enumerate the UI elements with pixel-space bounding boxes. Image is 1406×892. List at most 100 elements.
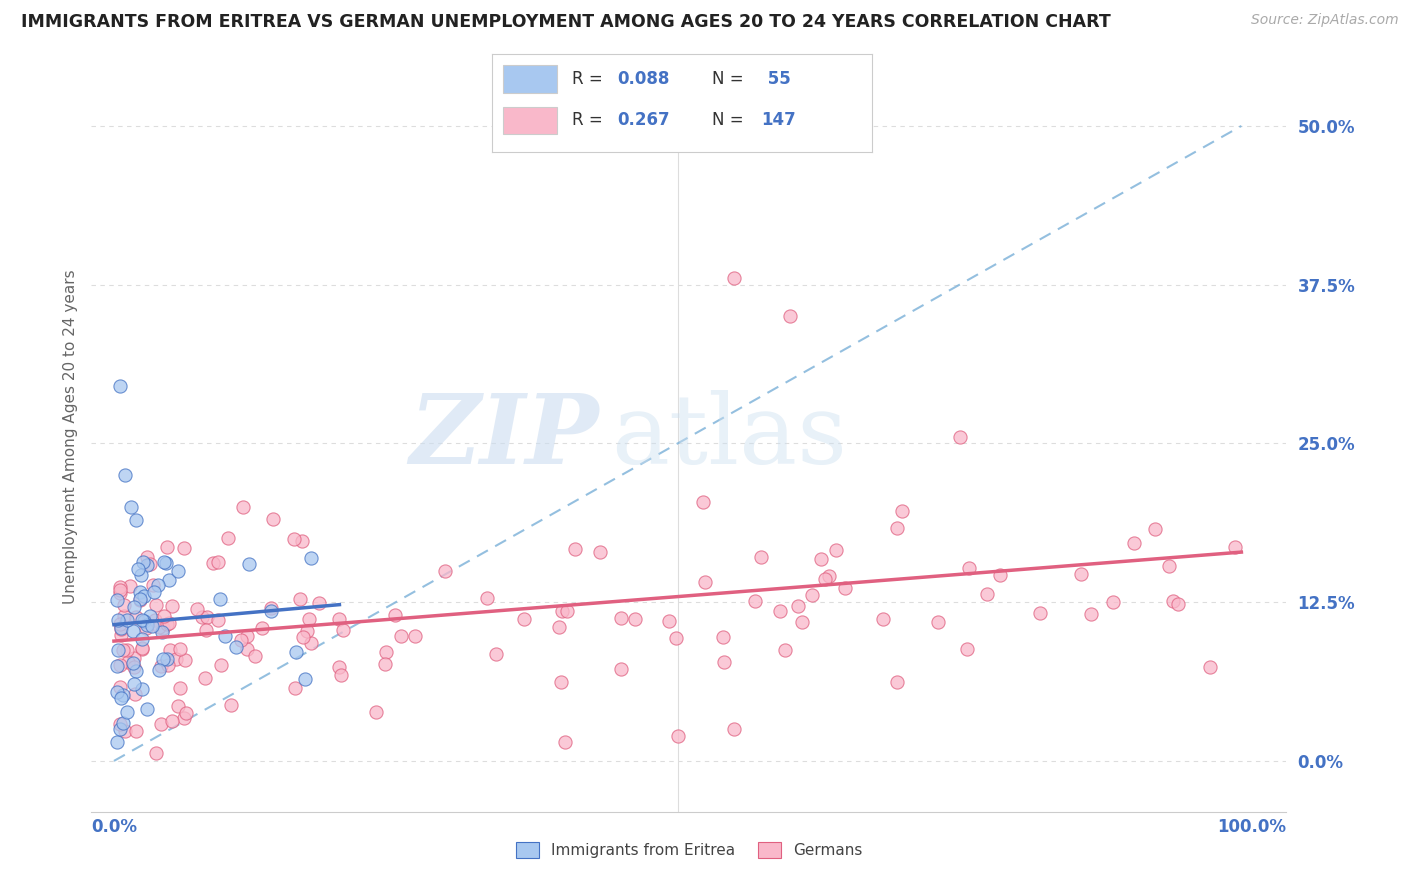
Point <box>114 468 136 483</box>
Point <box>156 541 179 555</box>
Point <box>1123 536 1146 550</box>
Point <box>1167 597 1189 611</box>
Point <box>262 511 284 525</box>
Point <box>201 556 224 570</box>
Point <box>195 609 218 624</box>
Point <box>169 681 191 695</box>
Point <box>299 551 322 566</box>
Text: N =: N = <box>713 70 749 88</box>
Point <box>122 650 145 665</box>
Point <box>976 587 998 601</box>
Point <box>723 722 745 736</box>
Point <box>375 645 398 659</box>
Point <box>769 604 792 618</box>
Point <box>129 592 152 607</box>
Point <box>294 673 316 687</box>
Point <box>131 640 153 655</box>
Point <box>117 706 139 720</box>
Point <box>834 581 856 595</box>
Point <box>165 652 187 666</box>
Point <box>1029 606 1052 620</box>
Point <box>948 430 970 444</box>
Text: 0.0%: 0.0% <box>91 818 138 836</box>
Point <box>666 729 689 743</box>
Point <box>713 655 735 669</box>
Point <box>131 641 153 656</box>
Point <box>145 746 167 760</box>
Point <box>125 723 148 738</box>
Point <box>295 624 318 639</box>
Point <box>191 610 214 624</box>
Point <box>389 629 412 643</box>
Point <box>156 652 179 666</box>
Point <box>214 629 236 643</box>
Point <box>787 599 810 613</box>
Point <box>693 574 716 589</box>
Point <box>141 618 163 632</box>
Point <box>114 723 136 738</box>
Point <box>292 630 315 644</box>
Point <box>131 567 153 582</box>
Point <box>159 615 181 630</box>
Point <box>156 617 179 632</box>
Point <box>609 662 631 676</box>
Point <box>298 612 321 626</box>
Point <box>283 532 305 546</box>
Point <box>149 658 172 673</box>
Bar <box>503 106 557 134</box>
Point <box>108 658 131 673</box>
Point <box>112 599 135 613</box>
Point <box>245 648 267 663</box>
Point <box>229 632 252 647</box>
Point <box>284 681 307 696</box>
Point <box>120 579 142 593</box>
Point <box>148 663 170 677</box>
Point <box>110 621 132 635</box>
Point <box>801 100 824 114</box>
Point <box>139 608 162 623</box>
Point <box>108 582 131 597</box>
Point <box>194 623 217 637</box>
Point <box>150 625 173 640</box>
Point <box>260 604 283 618</box>
Point <box>927 615 949 630</box>
Point <box>374 657 396 672</box>
Point <box>105 658 128 673</box>
Point <box>814 572 837 586</box>
Text: R =: R = <box>572 112 607 129</box>
Text: Source: ZipAtlas.com: Source: ZipAtlas.com <box>1251 13 1399 28</box>
Point <box>112 608 135 623</box>
Point <box>773 642 796 657</box>
Point <box>149 716 172 731</box>
Point <box>105 685 128 699</box>
Point <box>564 541 586 556</box>
Point <box>988 568 1011 582</box>
Point <box>157 657 180 672</box>
Point <box>328 660 350 674</box>
Point <box>108 716 131 731</box>
Point <box>217 531 239 545</box>
Point <box>548 620 571 634</box>
Point <box>160 599 183 614</box>
Point <box>122 677 145 691</box>
Point <box>236 641 259 656</box>
Point <box>107 643 129 657</box>
Point <box>1102 595 1125 609</box>
Point <box>105 593 128 607</box>
Text: N =: N = <box>713 112 749 129</box>
Point <box>779 310 801 324</box>
Point <box>153 609 176 624</box>
Point <box>167 699 190 714</box>
Point <box>117 655 139 669</box>
Text: 100.0%: 100.0% <box>1218 818 1286 836</box>
Point <box>1070 566 1092 581</box>
Point <box>143 614 166 628</box>
Point <box>111 688 134 702</box>
Point <box>886 521 908 535</box>
Point <box>818 569 841 583</box>
Point <box>155 556 177 570</box>
Point <box>957 561 980 575</box>
Point <box>136 702 159 716</box>
Point <box>110 628 132 642</box>
Point <box>127 562 149 576</box>
